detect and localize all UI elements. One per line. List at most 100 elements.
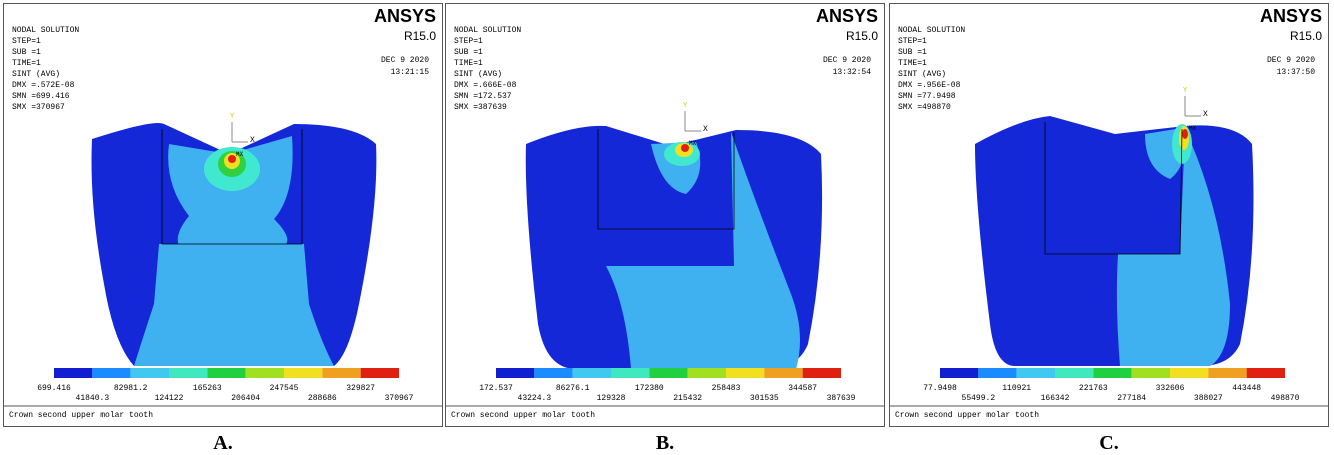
header-line: NODAL SOLUTION	[12, 26, 79, 35]
date: DEC 9 2020	[381, 56, 429, 65]
time: 13:21:15	[391, 68, 430, 77]
legend-label: 55499.2	[962, 394, 996, 403]
legend-label: 277184	[1117, 394, 1146, 403]
header-line: TIME=1	[454, 59, 483, 68]
legend-swatch	[131, 368, 169, 378]
legend-label: 129328	[597, 394, 626, 403]
legend-swatch	[534, 368, 572, 378]
legend-swatch	[322, 368, 360, 378]
legend-label: 221763	[1079, 384, 1108, 393]
legend-swatch	[207, 368, 245, 378]
date: DEC 9 2020	[1267, 56, 1315, 65]
legend-swatch	[940, 368, 978, 378]
legend-swatch	[1247, 368, 1285, 378]
page: {"panels": [ {"label": "A.", "header": […	[0, 0, 1334, 454]
header-line: DMX =.572E-08	[12, 81, 75, 90]
header-line: DMX =.956E-08	[898, 81, 961, 90]
legend-label: 247545	[270, 384, 299, 393]
legend-swatch	[978, 368, 1016, 378]
brand: ANSYS	[374, 6, 436, 26]
legend-label: 498870	[1271, 394, 1300, 403]
axis-label: Y	[1183, 87, 1188, 95]
legend-swatch	[496, 368, 534, 378]
brand: ANSYS	[1260, 6, 1322, 26]
header-line: NODAL SOLUTION	[898, 26, 965, 35]
header-line: SUB =1	[454, 48, 483, 57]
legend-swatch	[1132, 368, 1170, 378]
stress-region	[134, 244, 334, 366]
panel: NODAL SOLUTION STEP=1 SUB =1 TIME=1 SINT (AV…	[3, 3, 443, 427]
legend-swatch	[92, 368, 130, 378]
legend-label: 43224.3	[518, 394, 552, 403]
time: 13:37:50	[1277, 68, 1316, 77]
legend-label: 206404	[231, 394, 260, 403]
axis-label: X	[1203, 110, 1208, 119]
panel-label: A.	[3, 432, 443, 455]
legend-swatch	[1170, 368, 1208, 378]
header-line: SMN =172.537	[454, 92, 512, 101]
panel-label: C.	[889, 432, 1329, 455]
legend-label: 82981.2	[114, 384, 148, 393]
legend-label: 124122	[155, 394, 184, 403]
legend-swatch	[688, 368, 726, 378]
max-marker: MX	[236, 151, 244, 158]
legend-label: 258483	[712, 384, 741, 393]
stress-region	[681, 144, 689, 152]
version: R15.0	[404, 29, 436, 43]
header-line: TIME=1	[12, 59, 41, 68]
stress-region	[228, 155, 236, 163]
legend-swatch	[573, 368, 611, 378]
legend-swatch	[54, 368, 92, 378]
legend-label: 370967	[385, 394, 414, 403]
legend-label: 332606	[1156, 384, 1185, 393]
header-line: SMX =498870	[898, 103, 951, 112]
header-line: SUB =1	[898, 48, 927, 57]
header-line: SMN =77.9498	[898, 92, 956, 101]
max-marker: MX	[689, 140, 697, 147]
legend-swatch	[764, 368, 802, 378]
legend-swatch	[803, 368, 841, 378]
legend-swatch	[284, 368, 322, 378]
legend-label: 77.9498	[923, 384, 957, 393]
caption: Crown second upper molar tooth	[895, 411, 1039, 420]
version: R15.0	[1290, 29, 1322, 43]
legend-swatch	[1093, 368, 1131, 378]
legend-label: 110921	[1002, 384, 1031, 393]
legend-label: 166342	[1041, 394, 1070, 403]
caption: Crown second upper molar tooth	[9, 411, 153, 420]
axis-label: Y	[230, 113, 235, 121]
legend-label: 172.537	[479, 384, 513, 393]
header-line: STEP=1	[898, 37, 927, 46]
header-line: SUB =1	[12, 48, 41, 57]
header-line: STEP=1	[12, 37, 41, 46]
axis-label: X	[250, 136, 255, 145]
legend-swatch	[169, 368, 207, 378]
legend-swatch	[1055, 368, 1093, 378]
legend-swatch	[611, 368, 649, 378]
axis-label: Y	[683, 102, 688, 110]
version: R15.0	[846, 29, 878, 43]
legend-label: 215432	[673, 394, 702, 403]
header-line: SINT (AVG)	[898, 70, 946, 79]
brand: ANSYS	[816, 6, 878, 26]
legend-swatch	[649, 368, 687, 378]
panel-label: B.	[445, 432, 885, 455]
header-line: NODAL SOLUTION	[454, 26, 521, 35]
header-line: STEP=1	[454, 37, 483, 46]
header-line: SMX =370967	[12, 103, 65, 112]
max-marker: MX	[1189, 125, 1197, 132]
header-line: SINT (AVG)	[454, 70, 502, 79]
legend-label: 165263	[193, 384, 222, 393]
header-line: SINT (AVG)	[12, 70, 60, 79]
header-line: SMX =387639	[454, 103, 507, 112]
legend-swatch	[1208, 368, 1246, 378]
legend-swatch	[1017, 368, 1055, 378]
date: DEC 9 2020	[823, 56, 871, 65]
legend-label: 86276.1	[556, 384, 590, 393]
time: 13:32:54	[833, 68, 872, 77]
legend-swatch	[361, 368, 399, 378]
stress-region	[1182, 129, 1188, 139]
header-line: DMX =.666E-08	[454, 81, 517, 90]
